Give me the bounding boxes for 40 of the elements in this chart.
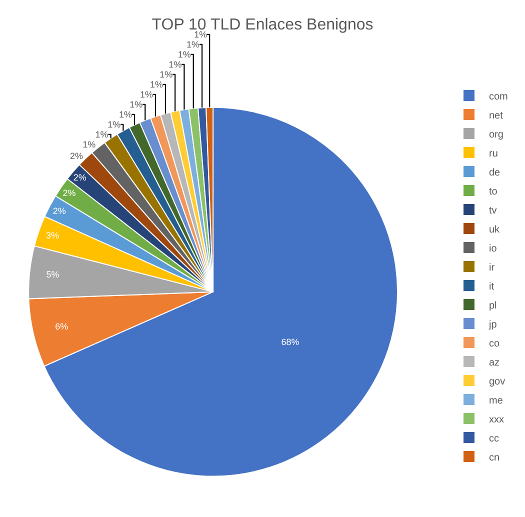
data-label: 1% <box>150 79 163 90</box>
data-label: 1% <box>168 59 182 70</box>
data-label: 1% <box>194 29 208 40</box>
legend-label: ru <box>489 148 498 160</box>
data-label: 5% <box>46 270 60 280</box>
legend-label: io <box>489 243 498 254</box>
data-label: 1% <box>118 109 132 120</box>
legend-label: tv <box>489 205 497 216</box>
legend-label: az <box>489 357 500 368</box>
legend-label: uk <box>489 224 501 236</box>
data-label: 68% <box>281 337 300 348</box>
legend-label: me <box>489 395 504 406</box>
legend-label: co <box>489 338 500 350</box>
data-label: 2% <box>70 150 84 161</box>
data-label: 1% <box>130 99 143 110</box>
legend-label: de <box>489 167 501 178</box>
legend-label: ir <box>489 262 496 274</box>
data-label: 1% <box>160 69 173 80</box>
data-label: 1% <box>82 139 96 150</box>
legend-label: jp <box>488 319 498 330</box>
legend-label: com <box>489 91 508 102</box>
data-label: 2% <box>73 172 86 182</box>
data-label: 3% <box>46 230 60 241</box>
data-label: 2% <box>52 206 66 216</box>
data-label: 1% <box>140 89 153 100</box>
legend-label: net <box>489 110 504 122</box>
legend-label: it <box>489 281 494 292</box>
data-label: 1% <box>95 129 108 140</box>
legend-label: gov <box>489 376 506 388</box>
data-label: 1% <box>178 49 191 60</box>
legend-label: xxx <box>489 414 504 426</box>
legend-label: cn <box>489 452 500 464</box>
legend-label: cc <box>489 433 499 444</box>
legend-label: to <box>489 186 498 198</box>
legend-label: org <box>489 129 504 140</box>
data-label: 6% <box>55 322 68 332</box>
data-label: 2% <box>62 188 76 198</box>
legend-label: pl <box>489 300 497 312</box>
data-label: 1% <box>186 39 200 50</box>
data-label: 1% <box>108 119 121 130</box>
